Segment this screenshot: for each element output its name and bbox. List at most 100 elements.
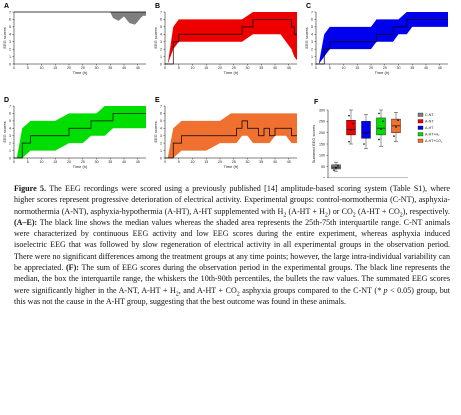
- subscript: 2: [175, 291, 179, 298]
- x-tick-label: 40: [424, 66, 428, 70]
- subscript: 2: [352, 212, 356, 219]
- legend-label: A-HT+CO₂: [425, 139, 443, 143]
- caption-text: The black line shows the median values w…: [14, 217, 450, 273]
- x-tick-label: 20: [67, 66, 71, 70]
- y-tick-label: 100: [319, 154, 325, 158]
- panel-ref-f: (F):: [65, 263, 79, 273]
- x-tick-label: 25: [232, 160, 236, 164]
- subscript: 2: [324, 212, 328, 219]
- x-tick-label: 10: [342, 66, 346, 70]
- y-tick-label: 5: [160, 25, 162, 29]
- raw-point: [335, 167, 337, 169]
- raw-point: [337, 164, 339, 167]
- y-tick-label: 5: [160, 119, 162, 123]
- x-tick-label: 40: [122, 160, 126, 164]
- x-tick-label: 30: [95, 160, 99, 164]
- x-tick-label: 15: [204, 66, 208, 70]
- x-tick-label: 10: [191, 66, 195, 70]
- median-line: [165, 120, 297, 159]
- y-axis-label: EEG scores: [304, 27, 309, 48]
- x-tick-label: 30: [397, 66, 401, 70]
- x-tick-label: 0: [164, 160, 166, 164]
- legend-label: A-HT+H₂: [425, 133, 440, 137]
- caption-intro: The EEG recordings were scored using a p…: [14, 184, 450, 216]
- raw-point: [380, 128, 382, 131]
- box: [346, 119, 356, 136]
- raw-point: [348, 114, 350, 117]
- x-tick-label: 45: [287, 66, 291, 70]
- y-axis-label: EEG scores: [153, 27, 158, 48]
- y-axis-label: EEG scores: [153, 121, 158, 142]
- caption-text: ) or CO: [327, 206, 353, 216]
- x-tick-label: 45: [287, 160, 291, 164]
- raw-point: [365, 133, 367, 135]
- y-tick-label: 300: [319, 108, 325, 112]
- y-tick-label: 2: [9, 47, 11, 51]
- x-tick-label: 15: [204, 160, 208, 164]
- y-tick-label: 4: [9, 33, 11, 37]
- x-tick-label: 35: [259, 160, 263, 164]
- y-tick-label: 200: [319, 131, 325, 135]
- x-tick-label: 5: [329, 66, 331, 70]
- y-tick-label: 5: [311, 25, 313, 29]
- x-tick-label: 10: [40, 66, 44, 70]
- raw-point: [367, 125, 369, 127]
- y-tick-label: 150: [319, 142, 325, 146]
- iqr-area: [14, 12, 146, 25]
- x-tick-label: 45: [136, 66, 140, 70]
- y-tick-label: 0: [311, 62, 313, 66]
- x-tick-label: 40: [122, 66, 126, 70]
- y-tick-label: 0: [323, 176, 325, 178]
- x-tick-label: 15: [355, 66, 359, 70]
- y-tick-label: 0: [160, 156, 162, 160]
- x-tick-label: 45: [136, 160, 140, 164]
- x-tick-label: 25: [232, 66, 236, 70]
- x-tick-label: 20: [218, 66, 222, 70]
- caption-text: < 0.05) group, but this was not the caus…: [14, 285, 450, 306]
- y-tick-label: 250: [319, 120, 325, 124]
- x-tick-label: 0: [13, 66, 15, 70]
- caption-text: , and A-HT + CO: [178, 285, 237, 295]
- x-tick-label: 35: [410, 66, 414, 70]
- legend-swatch: [417, 138, 424, 143]
- x-tick-label: 25: [81, 66, 85, 70]
- x-axis-label: Time (h): [73, 164, 88, 169]
- x-tick-label: 40: [273, 66, 277, 70]
- x-tick-label: 20: [67, 160, 71, 164]
- y-tick-label: 4: [311, 33, 313, 37]
- y-tick-label: 5: [9, 119, 11, 123]
- panel-ref-ae: (A–E):: [14, 217, 38, 227]
- y-tick-label: 6: [9, 112, 11, 116]
- legend-label: C-NT: [425, 113, 434, 117]
- y-tick-label: 6: [160, 18, 162, 22]
- legend-swatch: [417, 119, 424, 124]
- x-tick-label: 5: [178, 160, 180, 164]
- x-tick-label: 20: [218, 160, 222, 164]
- subscript: 2: [399, 212, 403, 219]
- iqr-area: [165, 12, 297, 64]
- x-tick-label: 5: [178, 66, 180, 70]
- x-tick-label: 0: [315, 66, 317, 70]
- panel-f: F 0 50 100 150 200 250 300 Summed EEG scores C-NT…: [311, 99, 443, 178]
- y-tick-label: 7: [9, 104, 11, 108]
- raw-point: [378, 112, 380, 115]
- y-tick-label: 6: [9, 18, 11, 22]
- legend-label: A-HT: [425, 126, 434, 130]
- x-tick-label: 20: [369, 66, 373, 70]
- y-tick-label: 1: [9, 55, 11, 59]
- y-tick-label: 6: [311, 18, 313, 22]
- x-tick-label: 35: [108, 160, 112, 164]
- panel-letter: B: [155, 3, 160, 10]
- y-tick-label: 6: [160, 112, 162, 116]
- x-tick-label: 5: [27, 66, 29, 70]
- y-tick-label: 2: [160, 141, 162, 145]
- median-line: [14, 113, 146, 159]
- y-tick-label: 2: [311, 47, 313, 51]
- x-tick-label: 30: [246, 66, 250, 70]
- y-tick-label: 0: [9, 156, 11, 160]
- legend-swatch: [417, 112, 424, 117]
